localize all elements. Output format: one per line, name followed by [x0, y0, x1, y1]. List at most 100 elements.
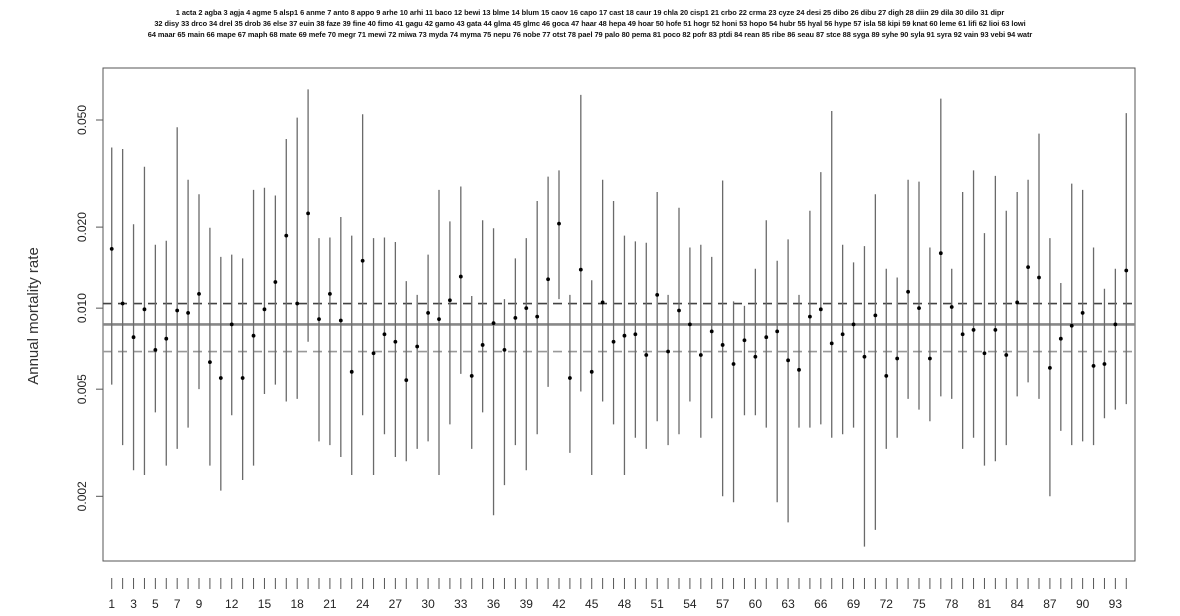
x-tick-label: 66	[814, 597, 828, 611]
data-point	[775, 329, 780, 334]
x-tick-label: 93	[1109, 597, 1123, 611]
data-point	[1124, 268, 1129, 273]
data-point	[1091, 364, 1096, 368]
data-point	[764, 335, 769, 340]
data-point	[164, 336, 169, 341]
x-tick-label: 9	[196, 597, 203, 611]
data-point	[829, 341, 834, 346]
x-tick-label: 39	[520, 597, 534, 611]
data-point	[906, 289, 910, 294]
x-tick-label: 33	[454, 597, 468, 611]
legend-line: 64 maar 65 main 66 mape 67 maph 68 mate …	[147, 30, 1033, 39]
data-point	[109, 246, 114, 251]
data-point	[273, 280, 278, 284]
x-tick-label: 72	[880, 597, 894, 611]
data-point	[393, 339, 398, 344]
data-point	[218, 376, 223, 380]
y-tick-label: 0.005	[75, 374, 89, 404]
data-point	[491, 321, 496, 325]
y-axis-label: Annual mortality rate	[25, 247, 42, 385]
x-tick-label: 30	[421, 597, 435, 611]
y-tick-label: 0.050	[75, 105, 89, 135]
data-point	[535, 314, 540, 319]
x-tick-label: 12	[225, 597, 239, 611]
data-point	[240, 376, 245, 380]
data-point	[208, 360, 212, 365]
data-point	[698, 353, 703, 357]
data-point	[1069, 323, 1074, 328]
x-tick-label: 57	[716, 597, 730, 611]
plot-frame	[102, 67, 1136, 562]
data-point	[262, 307, 267, 312]
data-point	[797, 367, 801, 372]
data-point	[557, 221, 561, 226]
data-point	[895, 356, 900, 361]
data-point	[578, 267, 583, 272]
data-point	[284, 233, 289, 238]
data-point	[502, 347, 507, 352]
x-tick-label: 1	[108, 597, 115, 611]
x-tick-label: 45	[585, 597, 599, 611]
x-tick-label: 42	[552, 597, 566, 611]
data-point	[404, 378, 409, 383]
x-tick-label: 90	[1076, 597, 1090, 611]
data-point	[480, 343, 485, 347]
data-point	[993, 328, 998, 332]
data-point	[873, 313, 878, 318]
data-point	[1004, 353, 1009, 357]
data-point	[709, 329, 714, 334]
x-tick-label: 75	[912, 597, 926, 611]
x-axis: 1 3 5 7 9 12 15 18 21 24 27 30 33 36 39 42 45 48 51 54 57 60 6…	[108, 578, 1127, 611]
data-point	[677, 308, 681, 313]
data-point	[306, 211, 310, 216]
y-tick-label: 0.020	[75, 212, 89, 242]
data-point	[513, 315, 518, 320]
data-point	[862, 354, 867, 359]
estimates-series	[109, 89, 1129, 547]
y-axis: 0.002 0.005 0.010 0.020 0.050	[75, 105, 103, 511]
data-point	[818, 307, 823, 312]
data-point	[251, 333, 256, 338]
data-point	[426, 311, 430, 315]
data-point	[589, 369, 594, 374]
data-point	[851, 322, 856, 327]
data-point	[546, 277, 550, 282]
x-tick-label: 69	[847, 597, 861, 611]
data-point	[142, 307, 147, 312]
data-point	[524, 306, 529, 311]
x-tick-label: 60	[749, 597, 763, 611]
data-point	[928, 356, 932, 361]
legend-line: 1 acta 2 agba 3 agja 4 agme 5 alsp1 6 an…	[175, 8, 1005, 17]
species-legend: 1 acta 2 agba 3 agja 4 agme 5 alsp1 6 an…	[0, 7, 1180, 40]
data-point	[295, 301, 300, 306]
data-point	[644, 353, 649, 357]
data-point	[338, 318, 343, 323]
x-tick-label: 7	[174, 597, 181, 611]
data-point	[884, 374, 889, 378]
x-tick-label: 87	[1043, 597, 1057, 611]
x-tick-label: 48	[618, 597, 632, 611]
x-tick-label: 54	[683, 597, 697, 611]
x-tick-label: 15	[258, 597, 272, 611]
data-point	[971, 328, 976, 332]
x-tick-label: 21	[323, 597, 337, 611]
data-point	[448, 298, 452, 303]
data-point	[317, 317, 321, 322]
data-point	[415, 344, 420, 349]
data-point	[688, 322, 692, 327]
data-point	[1037, 275, 1041, 280]
data-point	[600, 300, 605, 305]
data-point	[1015, 300, 1020, 305]
reference-lines	[103, 302, 1135, 353]
data-point	[611, 339, 616, 344]
data-point	[175, 308, 180, 313]
data-point	[1080, 311, 1085, 315]
data-point	[360, 258, 365, 263]
x-tick-label: 5	[152, 597, 159, 611]
data-point	[1113, 322, 1118, 327]
data-point	[120, 301, 125, 306]
data-point	[349, 369, 354, 374]
data-point	[328, 291, 332, 296]
data-point	[1048, 365, 1052, 370]
